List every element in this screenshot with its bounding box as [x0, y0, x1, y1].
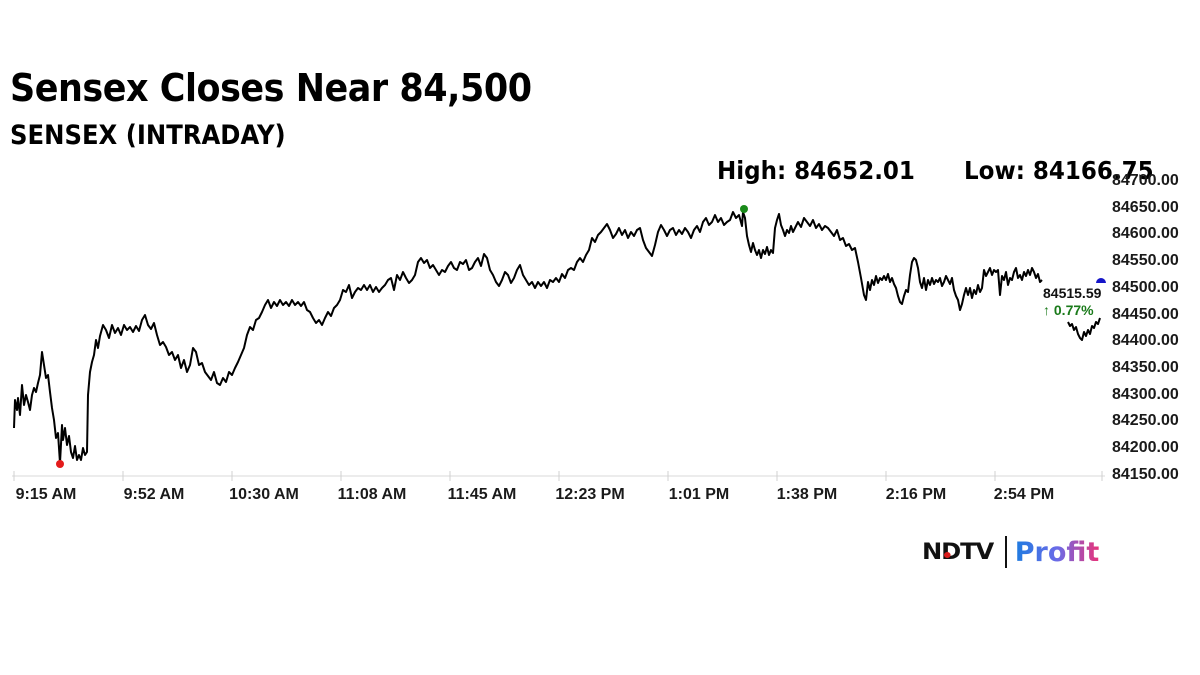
y-tick: 84600.00 [1112, 225, 1179, 242]
y-tick: 84350.00 [1112, 359, 1179, 376]
x-tick: 2:54 PM [993, 486, 1055, 503]
x-tick: 9:52 AM [123, 486, 185, 503]
ndtv-profit-logo: NDTV Profit [922, 535, 1099, 569]
y-tick: 84300.00 [1112, 386, 1179, 403]
sensex-price-line-tail [1067, 317, 1101, 341]
chart-subtitle: SENSEX (INTRADAY) [10, 120, 286, 151]
y-tick: 84250.00 [1112, 412, 1179, 429]
last-price-label: 84515.59 [1043, 285, 1102, 301]
x-tick: 1:01 PM [668, 486, 730, 503]
y-tick: 84200.00 [1112, 439, 1179, 456]
chart-title: Sensex Closes Near 84,500 [10, 66, 532, 110]
y-tick: 84550.00 [1112, 252, 1179, 269]
x-tick: 12:23 PM [555, 486, 625, 503]
y-tick: 84450.00 [1112, 306, 1179, 323]
x-tick: 9:15 AM [15, 486, 77, 503]
x-tick: 11:45 AM [447, 486, 517, 503]
x-tick: 2:16 PM [885, 486, 947, 503]
ndtv-red-dot-icon [944, 551, 951, 558]
ndtv-wordmark: NDTV [922, 539, 994, 565]
x-tick: 1:38 PM [776, 486, 838, 503]
logo-separator [1004, 536, 1007, 568]
x-axis-ticks [13, 471, 1103, 481]
x-tick: 10:30 AM [229, 486, 299, 503]
x-tick: 11:08 AM [337, 486, 407, 503]
high-label: High: 84652.01 [717, 156, 915, 185]
low-marker [56, 460, 64, 468]
y-tick: 84150.00 [1112, 466, 1179, 483]
last-change-label: ↑ 0.77% [1043, 302, 1094, 318]
low-label: Low: 84166.75 [964, 156, 1154, 185]
y-tick: 84400.00 [1112, 332, 1179, 349]
profit-wordmark: Profit [1014, 536, 1100, 568]
sensex-price-line [13, 211, 1043, 464]
y-tick: 84500.00 [1112, 279, 1179, 296]
last-price-marker [1096, 278, 1106, 283]
high-marker [740, 205, 748, 213]
y-tick: 84650.00 [1112, 199, 1179, 216]
y-tick: 84700.00 [1112, 172, 1179, 189]
